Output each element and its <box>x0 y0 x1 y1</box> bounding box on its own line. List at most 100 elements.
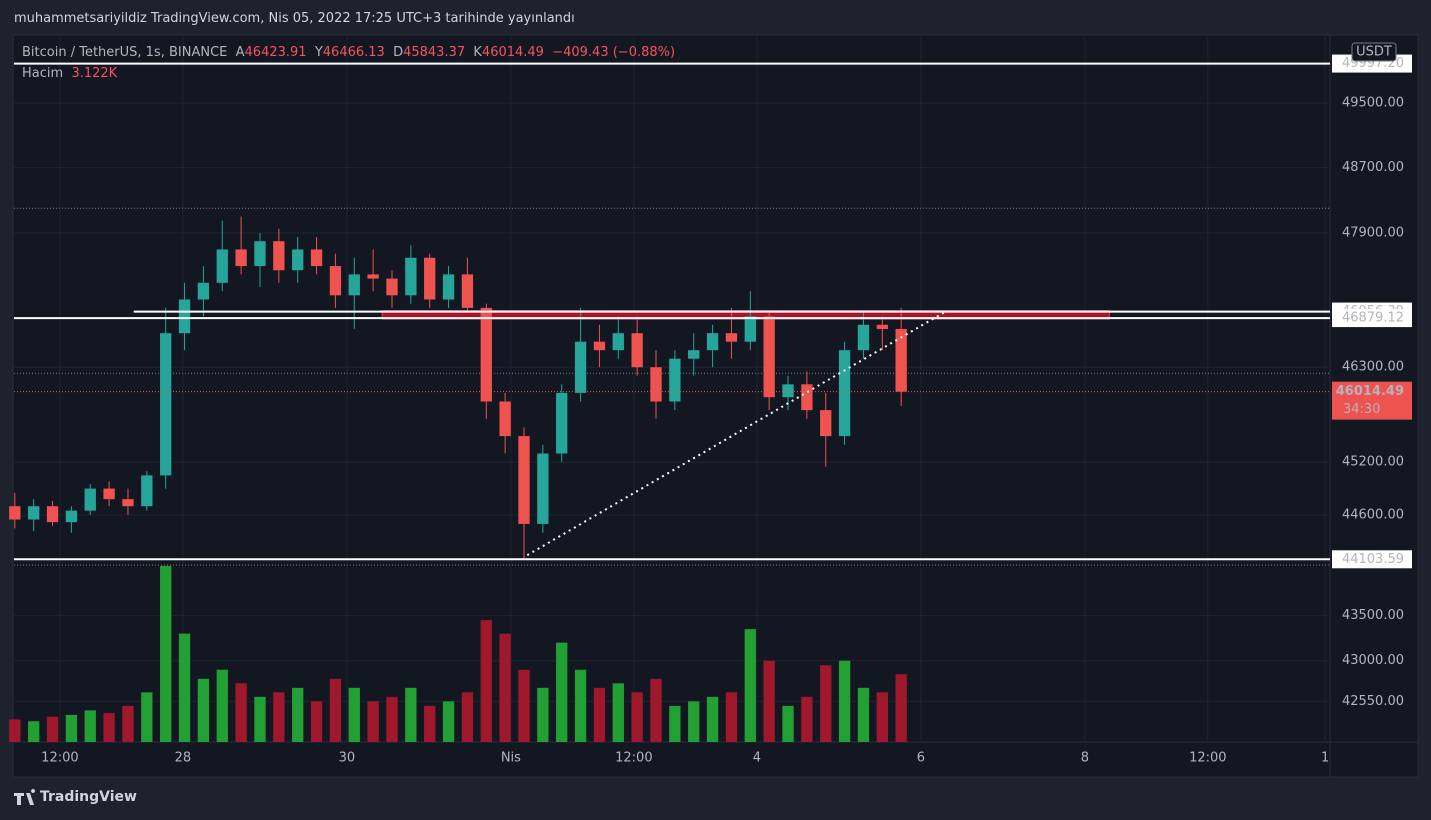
footer-brand: TradingView <box>40 789 137 805</box>
volume-bar <box>235 683 247 742</box>
price-line-box <box>1332 550 1412 569</box>
legend-label: D <box>393 45 404 60</box>
legend-label: Y <box>314 45 323 60</box>
candle-body <box>556 392 568 454</box>
y-tick-label: 47900.00 <box>1342 225 1404 240</box>
volume-bar <box>84 710 96 742</box>
candle-body <box>292 249 304 271</box>
volume-bar <box>160 565 172 742</box>
candle-body <box>480 307 492 402</box>
x-tick-label: 12:00 <box>41 751 78 766</box>
volume-bar <box>65 714 78 742</box>
candle-body <box>461 274 474 308</box>
y-tick-label: 46300.00 <box>1342 360 1404 375</box>
volume-bar <box>801 696 813 742</box>
candle-body <box>197 282 210 300</box>
last-price-box <box>1332 381 1412 420</box>
volume-bar <box>895 674 907 742</box>
candle-body <box>310 249 323 267</box>
price-line-box <box>1332 309 1412 328</box>
candle-body <box>876 324 888 329</box>
volume-bar <box>405 687 417 742</box>
volume-bar <box>424 705 436 742</box>
volume-bar <box>650 678 662 742</box>
candle-body <box>9 506 21 520</box>
candle-body <box>838 350 851 437</box>
candle-body <box>348 274 360 296</box>
legend-value: 46014.49 <box>481 45 544 60</box>
volume-bar <box>782 705 794 742</box>
volume-bar <box>820 665 832 742</box>
volume-bar <box>273 692 285 742</box>
volume-bar <box>518 669 530 742</box>
candle-body <box>160 333 172 476</box>
y-tick-label: 49500.00 <box>1342 96 1404 111</box>
candle-body <box>650 367 662 402</box>
candle-body <box>46 506 59 523</box>
candle-body <box>537 453 549 524</box>
candle-body <box>424 257 436 300</box>
y-tick-label: 45200.00 <box>1342 455 1404 470</box>
volume-bar <box>178 633 191 742</box>
trendline <box>526 311 946 557</box>
volume-bar <box>838 660 851 742</box>
candle-body <box>612 333 624 351</box>
candle-body <box>499 401 511 437</box>
x-tick-label: 28 <box>175 751 192 766</box>
candle-body <box>216 249 228 283</box>
candle-body <box>273 241 285 271</box>
ohlc-legend: Bitcoin / TetherUS, 1s, BINANCE A46423.9… <box>22 45 675 60</box>
candle-body <box>28 506 40 520</box>
chart-panel <box>12 34 1419 778</box>
volume-bar <box>329 678 342 742</box>
volume-bar <box>367 701 379 742</box>
volume-bar <box>612 683 624 742</box>
volume-bar <box>348 687 360 742</box>
price-line-label: 46879.12 <box>1342 311 1404 326</box>
candle-body <box>688 350 700 359</box>
x-tick-label: 4 <box>753 751 761 766</box>
volume-bar <box>46 716 59 742</box>
volume-bar <box>631 692 643 742</box>
symbol: Bitcoin / TetherUS, 1s, BINANCE <box>22 45 228 60</box>
candle-body <box>895 328 907 392</box>
legend-change: −409.43 (−0.88%) <box>552 45 676 60</box>
legend-value: 46466.13 <box>322 45 385 60</box>
volume-bar <box>857 687 870 742</box>
volume-bar <box>28 721 40 742</box>
volume-bar <box>593 687 606 742</box>
volume-bar <box>141 692 153 742</box>
legend-value: 45843.37 <box>403 45 466 60</box>
candle-body <box>801 384 813 411</box>
volume-bar <box>499 633 511 742</box>
legend-label: K <box>473 45 482 60</box>
volume-bar <box>480 620 492 742</box>
x-tick-label: 6 <box>917 751 925 766</box>
legend-label: A <box>235 45 245 60</box>
candle-body <box>367 274 379 279</box>
volume-bar <box>744 629 756 742</box>
candle-body <box>593 341 606 351</box>
last-price-label: 46014.49 <box>1336 384 1404 399</box>
x-tick-label: 1 <box>1321 751 1329 766</box>
candle-body <box>518 436 530 524</box>
header-title: muhammetsariyildiz TradingView.com, Nis … <box>14 11 575 26</box>
y2-tick-label: 42550.00 <box>1342 694 1404 709</box>
currency-box <box>1351 42 1397 62</box>
candle-body <box>178 299 191 334</box>
y2-tick-label: 43500.00 <box>1342 608 1404 623</box>
candle-body <box>763 316 775 398</box>
volume-bar <box>442 701 455 742</box>
volume-bar <box>254 696 266 742</box>
legend-value: 46423.91 <box>244 45 307 60</box>
volume-bar <box>197 678 210 742</box>
volume-bar <box>725 692 738 742</box>
volume-bar <box>461 692 474 742</box>
volume-bar <box>292 687 304 742</box>
y-tick-label: 48700.00 <box>1342 160 1404 175</box>
y-tick-label: 44600.00 <box>1342 508 1404 523</box>
candle-body <box>329 266 342 296</box>
logo <box>14 789 36 805</box>
legend-value: 3.122K <box>71 66 118 81</box>
